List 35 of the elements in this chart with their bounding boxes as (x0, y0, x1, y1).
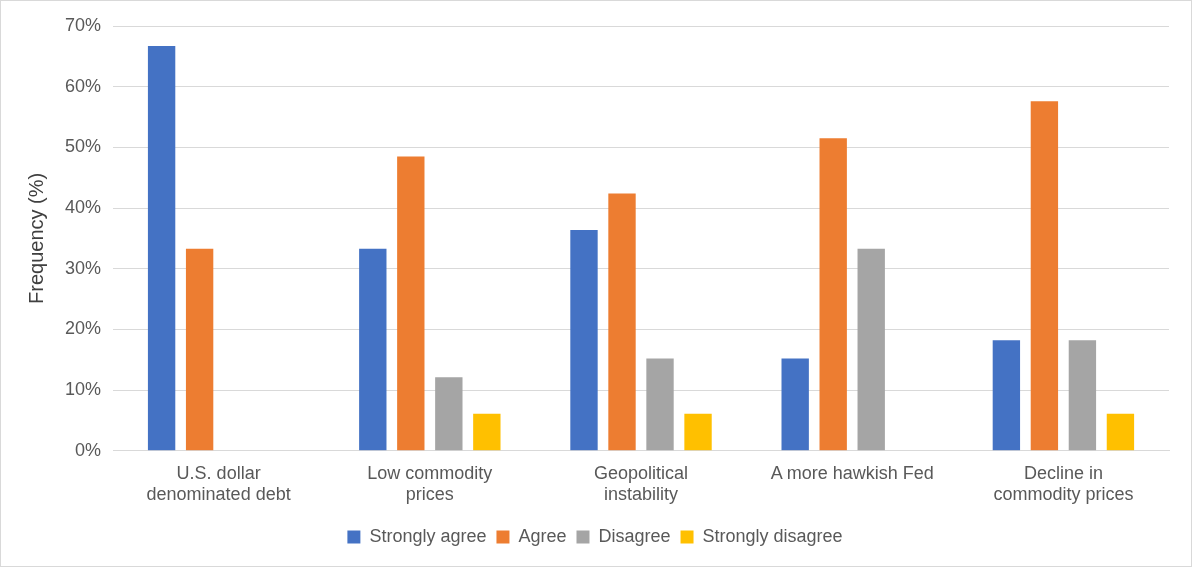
bar (857, 248, 885, 451)
bar (608, 193, 636, 451)
legend-label: Disagree (598, 525, 671, 546)
y-tick-label: 30% (65, 257, 102, 278)
bar (147, 46, 176, 451)
x-tick-label: Decline in commodity prices (993, 462, 1134, 505)
bar (992, 340, 1021, 451)
bar (1068, 340, 1097, 451)
bar (397, 156, 425, 451)
bar (1106, 413, 1135, 451)
x-tick-label: Geopolitical instability (593, 462, 689, 505)
legend-label: Strongly agree (369, 525, 487, 546)
bar (1030, 101, 1059, 451)
y-tick-label: 0% (75, 439, 102, 460)
y-tick-label: 20% (65, 318, 102, 339)
y-tick-label: 60% (65, 75, 102, 96)
y-tick-label: 10% (65, 379, 102, 400)
bar (185, 248, 214, 451)
x-tick-label: A more hawkish Fed (770, 462, 934, 483)
bar (435, 377, 463, 451)
y-tick-label: 50% (65, 136, 102, 157)
x-tick-label: Low commodity prices (367, 462, 493, 505)
bar (646, 358, 674, 451)
bar (684, 413, 712, 451)
legend-label: Strongly disagree (702, 525, 843, 546)
y-tick-label: 40% (65, 197, 102, 218)
bar (473, 413, 501, 451)
legend-label: Agree (518, 525, 567, 546)
y-tick-label: 70% (65, 14, 102, 35)
bar (570, 229, 598, 451)
y-axis-title: Frequency (%) (24, 172, 47, 304)
bar (781, 358, 809, 451)
bar (819, 138, 847, 451)
x-tick-label: U.S. dollar denominated debt (146, 462, 291, 505)
bar (359, 248, 387, 451)
